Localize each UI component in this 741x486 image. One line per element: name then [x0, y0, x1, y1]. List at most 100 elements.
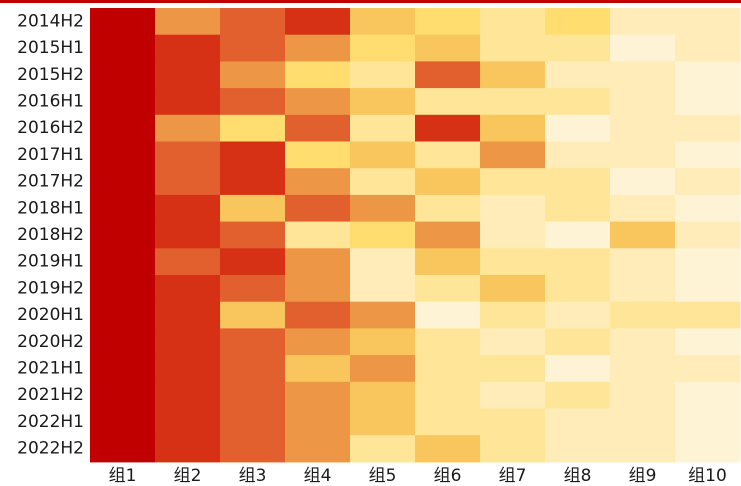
- row-label: 2019H1: [17, 252, 84, 272]
- heatmap-cell: [155, 168, 221, 196]
- heatmap-cell: [480, 8, 546, 36]
- heatmap-cell: [610, 114, 676, 142]
- heatmap-cell: [415, 328, 481, 356]
- heatmap-cell: [545, 61, 611, 89]
- heatmap-cell: [415, 141, 481, 169]
- heatmap-cell: [480, 275, 546, 303]
- heatmap-cell: [285, 34, 351, 62]
- heatmap-cell: [415, 194, 481, 223]
- heatmap-cell: [480, 88, 546, 116]
- row-label: 2016H2: [17, 118, 84, 138]
- heatmap-cell: [220, 328, 286, 356]
- heatmap-cell: [220, 248, 286, 276]
- heatmap-cell: [220, 34, 286, 62]
- heatmap-cell: [350, 114, 416, 142]
- column-label: 组7: [499, 466, 527, 486]
- heatmap-cell: [545, 301, 611, 329]
- heatmap-cell: [480, 248, 546, 276]
- heatmap-cell: [610, 408, 676, 436]
- column-label: 组6: [434, 466, 462, 486]
- row-label: 2016H1: [17, 91, 84, 111]
- heatmap-cell: [350, 61, 416, 89]
- heatmap-cell: [155, 194, 221, 223]
- heatmap-cell: [545, 221, 611, 249]
- heatmap-cell: [480, 114, 546, 142]
- heatmap-cell: [285, 61, 351, 89]
- heatmap-cell: [675, 381, 741, 409]
- heatmap-cell: [155, 141, 221, 169]
- heatmap-cell: [350, 221, 416, 249]
- heatmap-cell: [675, 88, 741, 116]
- heatmap-cell: [220, 114, 286, 142]
- heatmap-cell: [545, 114, 611, 142]
- heatmap-cell: [220, 275, 286, 303]
- heatmap-cell: [350, 355, 416, 383]
- heatmap-cell: [415, 435, 481, 463]
- heatmap-cell: [545, 168, 611, 196]
- heatmap-cell: [610, 34, 676, 62]
- heatmap-cell: [90, 301, 156, 329]
- heatmap-cell: [610, 381, 676, 409]
- heatmap-cell: [350, 34, 416, 62]
- heatmap-cell: [350, 8, 416, 36]
- heatmap-cell: [545, 435, 611, 463]
- heatmap-cell: [220, 408, 286, 436]
- top-rule: [0, 0, 741, 3]
- row-label: 2020H1: [17, 305, 84, 325]
- heatmap-cell: [285, 275, 351, 303]
- heatmap-cell: [350, 88, 416, 116]
- heatmap-cell: [675, 435, 741, 463]
- heatmap-cell: [285, 168, 351, 196]
- heatmap-cell: [610, 141, 676, 169]
- heatmap-cell: [285, 221, 351, 249]
- heatmap-cell: [155, 61, 221, 89]
- heatmap-cell: [90, 275, 156, 303]
- row-label: 2014H2: [17, 11, 84, 31]
- heatmap-cell: [350, 194, 416, 223]
- heatmap-cell: [675, 275, 741, 303]
- heatmap-cell: [610, 275, 676, 303]
- heatmap-cell: [610, 248, 676, 276]
- heatmap-cell: [155, 435, 221, 463]
- heatmap-cell: [610, 221, 676, 249]
- heatmap-cell: [350, 301, 416, 329]
- heatmap-cell: [285, 355, 351, 383]
- heatmap-cell: [155, 381, 221, 409]
- heatmap-cell: [480, 328, 546, 356]
- heatmap-cell: [545, 141, 611, 169]
- heatmap-cell: [285, 141, 351, 169]
- heatmap-cell: [155, 248, 221, 276]
- column-label: 组2: [174, 466, 202, 486]
- heatmap-cell: [90, 435, 156, 463]
- heatmap-cell: [675, 141, 741, 169]
- heatmap-cell: [415, 114, 481, 142]
- heatmap-cell: [220, 194, 286, 223]
- row-labels: 2014H2 2015H1 2015H2 2016H1 2016H2 2017H1 2017…: [17, 11, 84, 458]
- heatmap-cell: [480, 34, 546, 62]
- heatmap-cell: [90, 328, 156, 356]
- heatmap-cell: [675, 114, 741, 142]
- heatmap-cell: [285, 248, 351, 276]
- heatmap-cell: [415, 355, 481, 383]
- heatmap-cell: [350, 248, 416, 276]
- heatmap-cell: [415, 301, 481, 329]
- heatmap-cell: [415, 221, 481, 249]
- heatmap-cell: [220, 168, 286, 196]
- heatmap-cell: [415, 88, 481, 116]
- heatmap-cell: [610, 168, 676, 196]
- heatmap-cell: [545, 194, 611, 223]
- row-label: 2022H1: [17, 412, 84, 432]
- heatmap-cell: [610, 301, 676, 329]
- heatmap-cell: [285, 301, 351, 329]
- heatmap-cell: [545, 88, 611, 116]
- heatmap-cell: [155, 8, 221, 36]
- heatmap-cell: [90, 355, 156, 383]
- heatmap-cell: [155, 221, 221, 249]
- heatmap-cell: [90, 381, 156, 409]
- column-label: 组9: [629, 466, 657, 486]
- heatmap-cell: [90, 34, 156, 62]
- heatmap-cell: [155, 408, 221, 436]
- heatmap-cell: [675, 408, 741, 436]
- row-label: 2017H1: [17, 145, 84, 165]
- heatmap-cell: [675, 61, 741, 89]
